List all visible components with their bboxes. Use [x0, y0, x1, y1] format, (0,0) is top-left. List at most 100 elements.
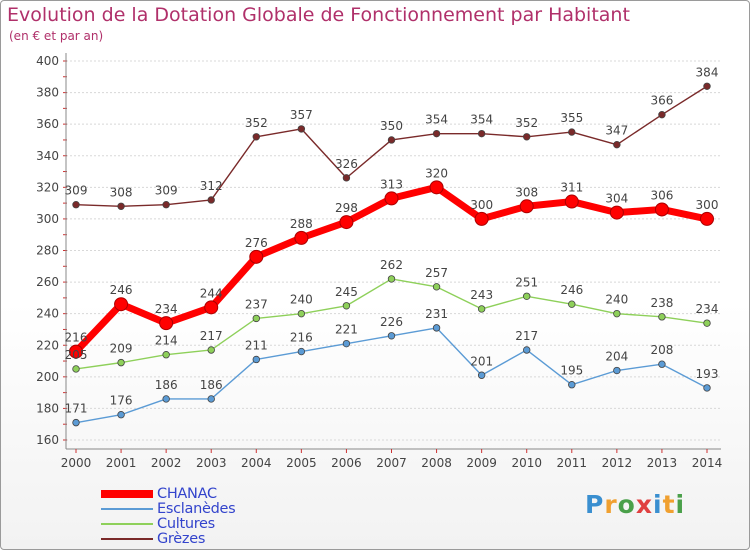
legend: CHANAC Esclanèdes Cultures Grèzes	[101, 486, 236, 547]
data-label: 234	[696, 302, 719, 316]
data-point	[162, 395, 170, 403]
data-label: 304	[605, 192, 628, 206]
data-point	[609, 205, 624, 220]
legend-label: Grèzes	[157, 530, 206, 547]
data-label: 246	[560, 283, 583, 297]
data-point	[342, 174, 351, 182]
logo-letter: i	[653, 490, 663, 519]
legend-item: Grèzes	[101, 530, 235, 547]
x-tick-label: 2009	[466, 456, 497, 470]
y-tick-label: 280	[36, 244, 59, 258]
data-label: 352	[515, 116, 538, 130]
data-point	[342, 339, 351, 348]
data-point	[432, 283, 441, 291]
data-point	[204, 300, 219, 315]
data-label: 308	[110, 185, 133, 199]
data-point	[474, 211, 489, 226]
data-label: 288	[290, 217, 313, 231]
x-tick-label: 2000	[61, 456, 92, 470]
data-label: 216	[65, 331, 88, 345]
data-label: 221	[335, 323, 358, 337]
data-point	[568, 381, 576, 389]
data-label: 193	[696, 367, 719, 381]
data-point	[72, 365, 80, 373]
data-point	[207, 346, 215, 354]
x-tick-label: 2005	[286, 456, 317, 470]
data-point	[477, 371, 486, 379]
y-tick-label: 240	[36, 307, 59, 321]
data-point	[568, 128, 576, 136]
data-point	[207, 196, 215, 204]
data-point	[477, 305, 486, 313]
x-tick-label: 2011	[557, 456, 588, 470]
data-label: 306	[650, 188, 673, 202]
data-label: 276	[245, 236, 268, 250]
data-point	[297, 125, 306, 133]
data-point	[613, 140, 621, 149]
data-label: 245	[335, 285, 358, 299]
data-point	[384, 191, 399, 206]
y-tick-label: 200	[36, 370, 59, 384]
data-label: 354	[470, 113, 493, 127]
data-label: 366	[650, 94, 673, 108]
x-tick-label: 2003	[196, 456, 227, 470]
data-label: 209	[110, 342, 133, 356]
data-label: 186	[155, 378, 178, 392]
data-label: 237	[245, 297, 268, 311]
data-label: 308	[515, 185, 538, 199]
data-point	[162, 201, 170, 209]
data-point	[564, 194, 579, 209]
data-label: 300	[470, 198, 493, 212]
x-tick-label: 2006	[331, 456, 362, 470]
data-point	[207, 395, 215, 403]
data-point	[429, 180, 444, 195]
y-tick-label: 220	[36, 338, 59, 352]
legend-swatch	[101, 522, 153, 525]
data-label: 311	[560, 181, 583, 195]
legend-swatch	[101, 507, 153, 510]
data-label: 195	[560, 364, 583, 378]
data-label: 257	[425, 266, 448, 280]
data-label: 313	[380, 177, 403, 191]
data-point	[477, 129, 486, 138]
legend-item: CHANAC	[101, 486, 235, 502]
data-label: 355	[560, 111, 583, 125]
data-label: 214	[155, 334, 178, 348]
logo-letter: x	[635, 490, 653, 519]
y-tick-label: 160	[36, 433, 59, 447]
data-point	[342, 302, 351, 310]
x-tick-label: 2012	[602, 456, 633, 470]
x-tick-label: 2004	[241, 456, 272, 470]
x-tick-label: 2013	[647, 456, 678, 470]
data-point	[387, 275, 396, 283]
data-label: 186	[200, 378, 223, 392]
legend-item: Esclanèdes	[101, 501, 236, 517]
data-label: 176	[110, 394, 133, 408]
data-label: 326	[335, 157, 358, 171]
logo-letter: P	[585, 490, 605, 519]
data-label: 262	[380, 258, 403, 272]
legend-item: Cultures	[101, 516, 235, 532]
data-point	[114, 297, 129, 312]
y-tick-label: 320	[36, 180, 59, 194]
data-label: 246	[110, 283, 133, 297]
data-label: 171	[65, 402, 88, 416]
data-point	[72, 418, 80, 427]
data-point	[387, 332, 396, 340]
data-label: 201	[470, 354, 493, 368]
data-label: 226	[380, 315, 403, 329]
data-point	[613, 366, 621, 375]
proxiti-logo: Proxiti	[585, 490, 685, 519]
data-label: 354	[425, 113, 448, 127]
data-point	[72, 201, 80, 209]
data-label: 309	[65, 184, 88, 198]
data-label: 243	[470, 288, 493, 302]
data-label: 251	[515, 275, 538, 289]
data-label: 211	[245, 338, 268, 352]
data-point	[69, 344, 83, 359]
data-label: 312	[200, 179, 223, 193]
data-label: 384	[696, 65, 719, 79]
logo-letter: o	[617, 490, 636, 519]
data-point	[703, 82, 711, 90]
data-label: 240	[290, 293, 313, 307]
